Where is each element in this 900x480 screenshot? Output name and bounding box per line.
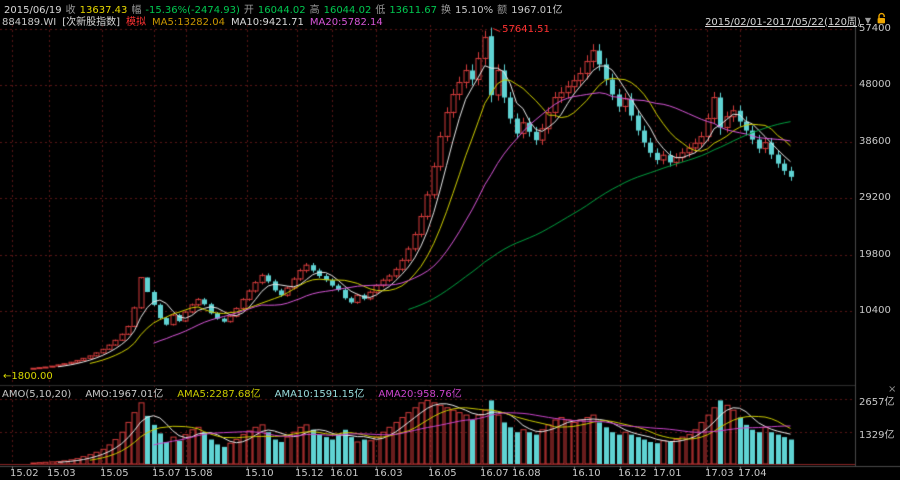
lock-open-icon[interactable]	[875, 12, 888, 28]
quote-field-label: 换	[441, 5, 452, 16]
amo-item: AMO:1967.01亿	[85, 389, 164, 400]
symbol-bar: 884189.WI [次新股指数] 模拟 MA5:13282.04 MA10:9421.…	[2, 13, 389, 28]
month-axis-label: 16.03	[374, 468, 403, 479]
quote-field-label: 额	[497, 5, 508, 16]
symbol-tag: 模拟	[126, 17, 147, 28]
quote-field-label: 低	[375, 5, 386, 16]
month-axis-label: 17.01	[653, 468, 682, 479]
price-axis-label: 19800	[859, 248, 891, 260]
month-axis-label: 16.08	[512, 468, 541, 479]
month-axis-label: 15.05	[100, 468, 129, 479]
month-axis-label: 16.07	[480, 468, 509, 479]
month-axis-label: 17.04	[738, 468, 767, 479]
month-axis-label: 17.03	[705, 468, 734, 479]
amo-indicator-bar: AMO(5,10,20) AMO:1967.01亿 AMA5:2287.68亿 AMA…	[2, 385, 476, 400]
month-axis-label: 15.03	[47, 468, 76, 479]
range-selector[interactable]: 2015/02/01-2017/05/22(120周) ▼	[705, 12, 888, 28]
month-axis-label: 15.10	[245, 468, 274, 479]
quote-field-value: 13637.43	[79, 5, 128, 16]
month-axis-label: 15.12	[295, 468, 324, 479]
price-axis-label: 10400	[859, 305, 891, 317]
price-axis-label: 57400	[859, 23, 891, 34]
month-axis-label: 16.01	[330, 468, 359, 479]
quote-field-label: 高	[309, 5, 320, 16]
price-axis-label: 38600	[859, 135, 891, 147]
quote-field-value: -15.36%(-2474.93)	[145, 5, 240, 16]
month-axis-label: 16.12	[618, 468, 647, 479]
quote-info-bar: 2015/06/19 收 13637.43 幅 -15.36%(-2474.93) 开 16…	[4, 1, 567, 16]
quote-field-value: 16044.02	[257, 5, 306, 16]
quote-field-value: 15.10%	[455, 5, 494, 16]
ma-value: MA10:9421.71	[230, 17, 304, 28]
quote-field-label: 开	[243, 5, 254, 16]
ma-value: MA20:5782.14	[309, 17, 383, 28]
quote-field-value: 1967.01亿	[511, 5, 563, 16]
high-annotation: 57641.51	[502, 23, 550, 35]
amo-item: AMA20:958.76亿	[378, 389, 462, 400]
ma-value: MA5:13282.04	[152, 17, 225, 28]
month-axis-label: 15.07	[152, 468, 181, 479]
month-axis-label: 15.02	[10, 468, 39, 479]
amount-axis-label: 1329亿	[859, 429, 895, 441]
amo-item: AMO(5,10,20)	[2, 389, 72, 400]
pane-close-button[interactable]: ×	[888, 384, 897, 395]
month-axis-label: 16.05	[428, 468, 457, 479]
price-axis-label: 48000	[859, 79, 891, 91]
symbol-name: [次新股指数]	[62, 17, 121, 28]
month-axis-label: 16.10	[572, 468, 601, 479]
symbol-code: 884189.WI	[2, 17, 57, 28]
quote-field-label: 幅	[131, 5, 142, 16]
trendline-value-label: ←1800.00	[3, 371, 53, 382]
price-axis-label: 29200	[859, 192, 891, 204]
quote-field-value: 13611.67	[389, 5, 438, 16]
month-axis-label: 15.08	[184, 468, 213, 479]
range-selector-label[interactable]: 2015/02/01-2017/05/22(120周)	[705, 16, 861, 28]
quote-date: 2015/06/19	[4, 5, 62, 16]
amo-item: AMA5:2287.68亿	[177, 389, 261, 400]
quote-field-value: 16044.02	[323, 5, 372, 16]
quote-field-label: 收	[65, 5, 76, 16]
amo-item: AMA10:1591.15亿	[274, 389, 365, 400]
amount-axis-label: 2657亿	[859, 397, 895, 409]
chevron-down-icon[interactable]: ▼	[864, 15, 871, 25]
